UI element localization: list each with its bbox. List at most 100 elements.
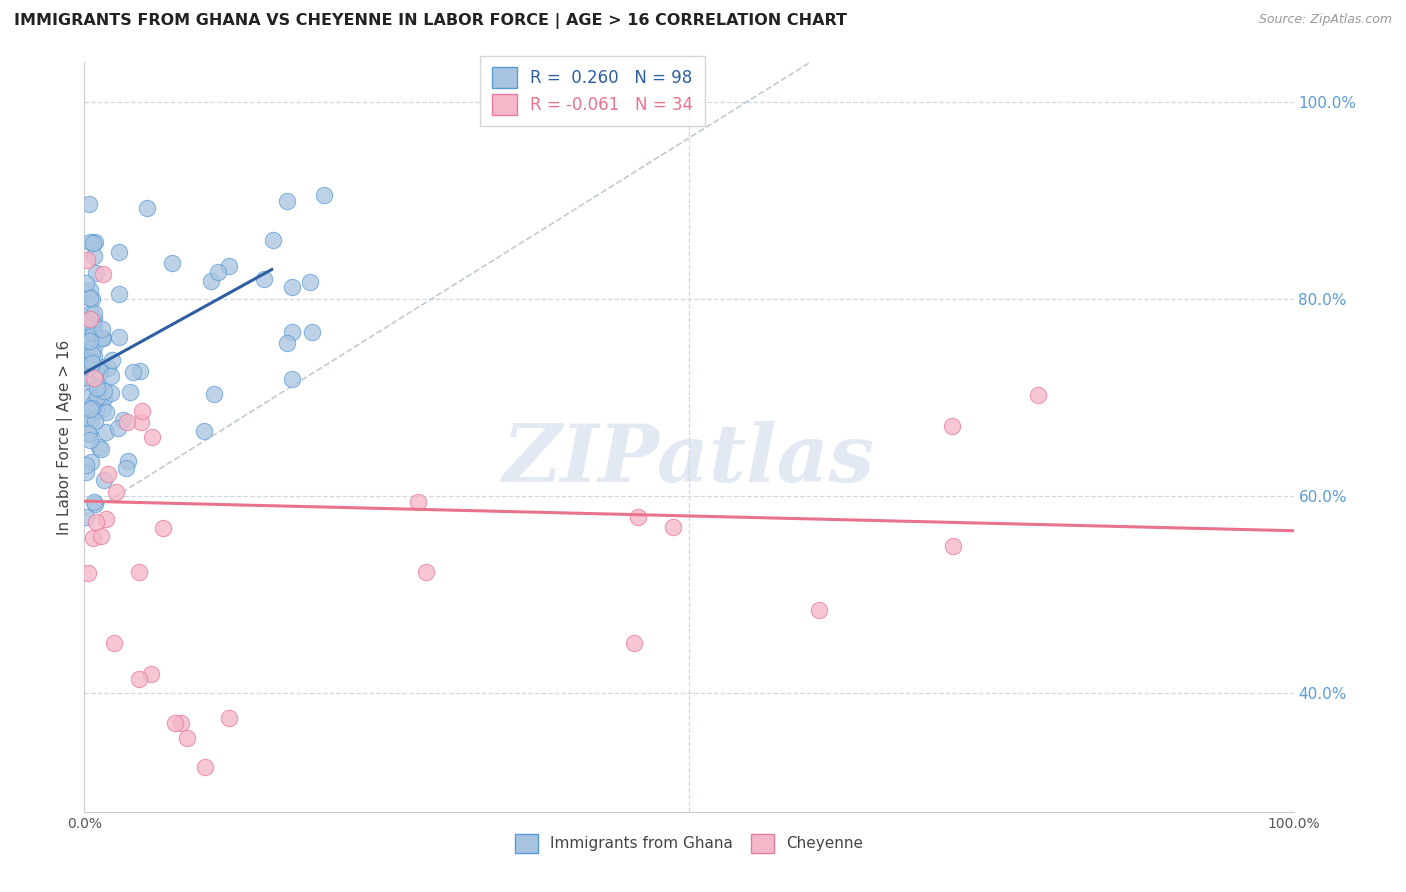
Point xyxy=(97,467,120,482)
Point xyxy=(160,256,183,270)
Point xyxy=(75,458,97,472)
Point xyxy=(627,509,650,524)
Point xyxy=(82,377,104,392)
Point xyxy=(107,330,129,344)
Point xyxy=(82,326,104,341)
Point xyxy=(79,197,101,211)
Point xyxy=(128,364,150,378)
Point xyxy=(80,455,103,469)
Point xyxy=(262,233,284,247)
Point xyxy=(82,347,104,361)
Point xyxy=(86,381,108,395)
Point xyxy=(108,286,131,301)
Point xyxy=(90,359,112,374)
Point xyxy=(139,666,162,681)
Point xyxy=(94,405,117,419)
Point xyxy=(83,312,105,326)
Point xyxy=(122,366,145,380)
Point xyxy=(75,317,97,331)
Point xyxy=(80,292,103,306)
Point xyxy=(77,328,100,343)
Point xyxy=(135,201,157,215)
Point xyxy=(90,322,112,336)
Point xyxy=(75,354,97,368)
Point xyxy=(942,539,965,553)
Point xyxy=(91,267,114,281)
Point xyxy=(76,277,98,291)
Point xyxy=(80,306,103,320)
Point xyxy=(118,385,141,400)
Point xyxy=(77,425,100,440)
Point xyxy=(1026,388,1049,402)
Point xyxy=(141,430,163,444)
Point xyxy=(76,287,98,301)
Point xyxy=(91,331,114,345)
Point xyxy=(79,284,101,298)
Point xyxy=(623,636,645,650)
Point xyxy=(75,465,97,479)
Point xyxy=(298,275,321,289)
Point xyxy=(176,731,198,745)
Point xyxy=(84,414,107,428)
Point xyxy=(82,397,104,411)
Point xyxy=(115,415,138,429)
Point xyxy=(76,410,98,425)
Point xyxy=(83,320,105,334)
Point xyxy=(82,315,104,329)
Point xyxy=(252,272,274,286)
Point xyxy=(87,440,110,454)
Point xyxy=(79,291,101,305)
Point xyxy=(82,531,104,545)
Point xyxy=(165,716,187,731)
Point xyxy=(76,252,98,267)
Point xyxy=(83,371,105,385)
Point xyxy=(76,390,98,404)
Point xyxy=(77,324,100,338)
Point xyxy=(77,426,100,441)
Point xyxy=(79,433,101,447)
Point xyxy=(128,672,150,686)
Point xyxy=(79,334,101,348)
Point xyxy=(100,368,122,383)
Point xyxy=(218,259,240,273)
Point xyxy=(281,280,304,294)
Point xyxy=(97,361,120,376)
Point xyxy=(193,424,215,438)
Text: IMMIGRANTS FROM GHANA VS CHEYENNE IN LABOR FORCE | AGE > 16 CORRELATION CHART: IMMIGRANTS FROM GHANA VS CHEYENNE IN LAB… xyxy=(14,13,846,29)
Point xyxy=(941,418,963,433)
Point xyxy=(86,390,108,404)
Point xyxy=(276,194,298,208)
Point xyxy=(80,413,103,427)
Point xyxy=(83,249,105,263)
Point xyxy=(75,314,97,328)
Point xyxy=(100,386,122,401)
Point xyxy=(207,265,229,279)
Point xyxy=(170,716,193,731)
Point xyxy=(96,425,118,439)
Point xyxy=(103,636,125,650)
Point xyxy=(218,711,240,725)
Point xyxy=(91,401,114,416)
Point xyxy=(406,495,429,509)
Point xyxy=(80,362,103,376)
Point xyxy=(89,381,111,395)
Point xyxy=(75,510,97,524)
Point xyxy=(152,521,174,535)
Point xyxy=(83,349,105,363)
Point xyxy=(107,421,129,435)
Point xyxy=(84,403,107,417)
Point xyxy=(79,402,101,417)
Point xyxy=(415,565,437,579)
Point xyxy=(93,473,115,487)
Point xyxy=(86,332,108,346)
Point xyxy=(75,370,97,384)
Text: ZIPatlas: ZIPatlas xyxy=(503,421,875,499)
Point xyxy=(131,403,153,417)
Point xyxy=(108,245,131,260)
Point xyxy=(79,235,101,249)
Point xyxy=(84,515,107,529)
Y-axis label: In Labor Force | Age > 16: In Labor Force | Age > 16 xyxy=(58,340,73,534)
Point xyxy=(280,371,302,385)
Point xyxy=(314,188,336,202)
Point xyxy=(83,340,105,354)
